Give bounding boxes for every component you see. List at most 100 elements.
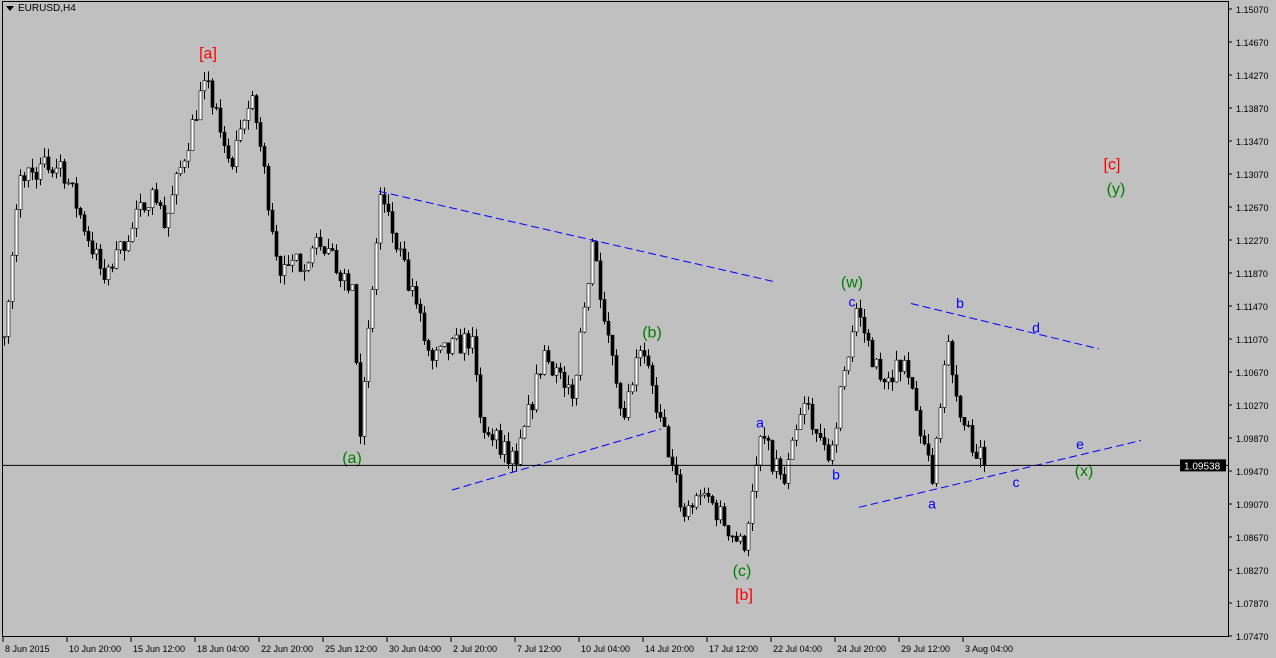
candle <box>126 235 131 253</box>
bull-candle-body <box>494 430 499 441</box>
candle <box>6 299 11 344</box>
bull-candle-body <box>630 384 635 393</box>
candle <box>498 423 503 459</box>
candle <box>534 364 539 413</box>
candle <box>610 334 615 366</box>
trendlines-layer <box>378 190 1142 508</box>
time-axis[interactable]: 8 Jun 2015 10 Jun 20:00 15 Jun 12:00 18 Jun… <box>2 636 1013 654</box>
candle <box>426 338 431 357</box>
candle <box>614 349 619 388</box>
bull-candle-body <box>566 384 571 388</box>
bull-candle-body <box>718 506 723 521</box>
candle <box>210 78 215 115</box>
candle <box>470 327 475 354</box>
bull-candle-body <box>342 273 347 282</box>
bear-candle-body <box>782 474 787 484</box>
candle <box>934 436 939 487</box>
candle <box>734 531 739 543</box>
bull-candle-body <box>410 286 415 291</box>
bear-candle-body <box>826 444 831 461</box>
bear-candle-body <box>74 183 79 209</box>
bear-candle-body <box>338 272 343 282</box>
candle <box>510 446 515 473</box>
bear-candle-body <box>530 404 535 411</box>
candle <box>458 328 463 354</box>
candle <box>286 255 291 266</box>
bull-candle-body <box>518 437 523 465</box>
candle <box>630 382 635 395</box>
candle <box>714 499 719 527</box>
price-axis[interactable]: 1.15070 1.14670 1.14270 1.13870 1.13470 1.130… <box>1228 5 1269 642</box>
candle <box>910 377 915 390</box>
candle <box>166 212 171 237</box>
bear-candle-body <box>90 240 95 255</box>
bear-candle-body <box>974 451 979 459</box>
bear-candle-body <box>78 208 83 216</box>
candle <box>382 187 387 213</box>
candle <box>646 349 651 369</box>
candle <box>418 298 423 322</box>
bull-candle-body <box>834 427 839 446</box>
bear-candle-body <box>950 341 955 376</box>
bull-candle-body <box>746 522 751 551</box>
bear-candle-body <box>538 373 543 376</box>
bull-candle-body <box>106 266 111 280</box>
candle <box>562 366 567 398</box>
bull-candle-body <box>302 269 307 272</box>
x-tick-label: 3 Aug 04:00 <box>965 644 1013 654</box>
candle <box>90 231 95 259</box>
bear-candle-body <box>158 202 163 206</box>
bear-candle-body <box>82 214 87 232</box>
y-tick-label: 1.09470 <box>1236 467 1269 477</box>
bull-candle-body <box>38 163 43 180</box>
y-tick-label: 1.11070 <box>1236 335 1268 345</box>
bear-candle-body <box>482 417 487 433</box>
bull-candle-body <box>326 248 331 254</box>
candle <box>106 264 111 286</box>
y-tick-label: 1.08270 <box>1236 566 1269 576</box>
bull-candle-body <box>586 283 591 308</box>
bull-candle-body <box>314 236 319 249</box>
candle <box>818 423 823 441</box>
candle <box>918 406 923 444</box>
bear-candle-body <box>50 169 55 174</box>
bear-candle-body <box>646 355 651 366</box>
bull-candle-body <box>846 356 851 371</box>
candle <box>814 428 819 442</box>
candle <box>278 255 283 284</box>
bear-candle-body <box>810 403 815 430</box>
bull-candle-body <box>126 241 131 252</box>
y-tick-label: 1.12270 <box>1236 236 1269 246</box>
dropdown-triangle-icon[interactable] <box>6 6 14 11</box>
bear-candle-body <box>602 299 607 322</box>
bear-candle-body <box>206 80 211 83</box>
bull-candle-body <box>582 306 587 333</box>
candle <box>202 72 207 100</box>
candle <box>170 185 175 214</box>
wave-label: e <box>1076 436 1084 452</box>
candle <box>790 437 795 460</box>
candle <box>858 299 863 327</box>
bear-candle-body <box>102 268 107 280</box>
bull-candle-body <box>522 426 527 439</box>
bear-candle-body <box>402 248 407 261</box>
wave-label: c <box>1013 474 1020 490</box>
bear-candle-body <box>614 355 619 384</box>
candle <box>546 345 551 365</box>
bear-candle-body <box>322 246 327 254</box>
candle <box>502 434 507 463</box>
candle <box>638 345 643 367</box>
bear-candle-body <box>598 260 603 300</box>
candle <box>30 158 35 181</box>
candle <box>698 489 703 506</box>
trendline <box>451 428 662 491</box>
candle <box>118 240 123 254</box>
bull-candle-body <box>526 404 531 427</box>
bull-candle-body <box>634 357 639 386</box>
bull-candle-body <box>698 494 703 497</box>
candle <box>246 100 251 130</box>
candle <box>154 182 159 205</box>
y-tick-label: 1.14670 <box>1236 38 1269 48</box>
candle <box>490 428 495 447</box>
